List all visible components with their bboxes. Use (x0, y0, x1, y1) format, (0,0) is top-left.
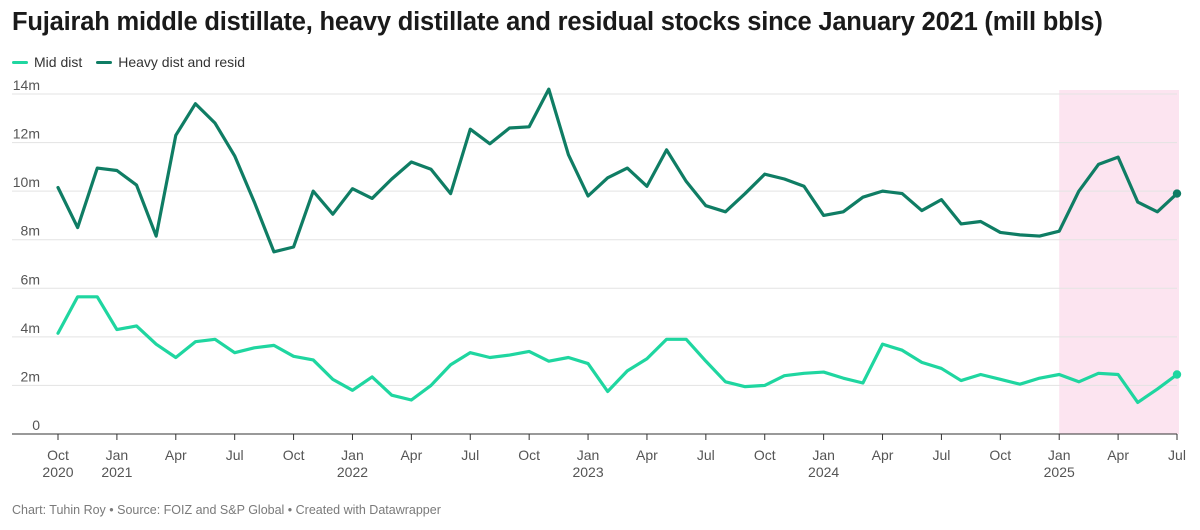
x-tick-label: Jul (697, 447, 715, 463)
x-tick-label: Jul (932, 447, 950, 463)
y-tick-label: 0 (32, 417, 40, 433)
x-tick-label: Jan (577, 447, 600, 463)
chart-title: Fujairah middle distillate, heavy distil… (12, 8, 1103, 36)
x-tick-year-label: 2025 (1044, 464, 1075, 480)
chart-footer: Chart: Tuhin Roy • Source: FOIZ and S&P … (12, 503, 441, 517)
x-tick-year-label: 2024 (808, 464, 839, 480)
x-tick-label: Jan (341, 447, 364, 463)
x-tick-label: Apr (636, 447, 658, 463)
x-tick-label: Jul (226, 447, 244, 463)
x-tick-label: Oct (47, 447, 69, 463)
x-tick-label: Jul (1168, 447, 1186, 463)
x-tick-label: Oct (989, 447, 1011, 463)
y-tick-label: 6m (21, 271, 40, 287)
y-tick-label: 14m (13, 77, 40, 93)
x-tick-label: Jan (1048, 447, 1071, 463)
legend-label-heavy: Heavy dist and resid (118, 54, 246, 70)
x-tick-label: Apr (1107, 447, 1129, 463)
y-tick-label: 10m (13, 174, 40, 190)
legend-label-mid: Mid dist (34, 54, 83, 70)
y-tick-label: 2m (21, 368, 40, 384)
x-tick-year-label: 2021 (101, 464, 132, 480)
legend-item-mid[interactable]: Mid dist (12, 54, 82, 70)
x-tick-label: Jul (461, 447, 479, 463)
x-tick-label: Jan (812, 447, 835, 463)
x-tick-year-label: 2022 (337, 464, 368, 480)
series-endpoint-mid-dist (1172, 370, 1182, 379)
series-line-mid-dist (56, 295, 1179, 405)
x-tick-label: Apr (400, 447, 422, 463)
series-line-heavy-dist (56, 87, 1179, 254)
y-tick-label: 8m (21, 223, 40, 239)
x-tick-label: Apr (872, 447, 894, 463)
x-tick-label: Jan (106, 447, 129, 463)
x-tick-year-label: 2023 (572, 464, 603, 480)
series-endpoint-heavy-dist (1172, 189, 1182, 198)
x-tick-label: Oct (283, 447, 305, 463)
x-tick-label: Apr (165, 447, 187, 463)
legend-swatch-mid (12, 60, 28, 64)
y-tick-label: 12m (13, 126, 40, 142)
x-tick-label: Oct (518, 447, 540, 463)
legend-item-heavy[interactable]: Heavy dist and resid (96, 54, 245, 70)
y-tick-label: 4m (21, 320, 40, 336)
legend-swatch-heavy (96, 60, 113, 64)
x-tick-label: Oct (754, 447, 776, 463)
x-tick-year-label: 2020 (42, 464, 73, 480)
legend: Mid dist Heavy dist and resid (12, 54, 245, 70)
